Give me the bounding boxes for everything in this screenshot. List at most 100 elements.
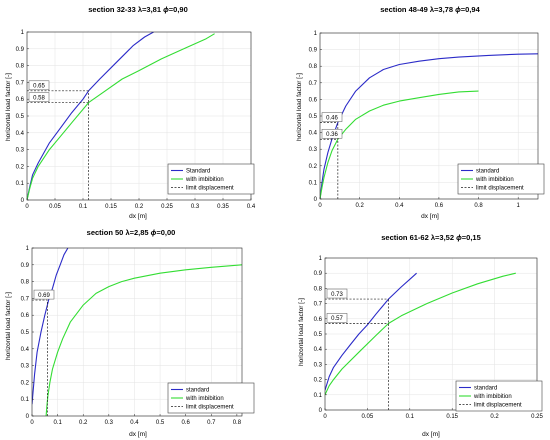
legend-entry: limit displacement <box>186 405 234 411</box>
legend-entry: with imbibition <box>475 177 514 183</box>
value-annotation-box <box>326 313 348 323</box>
x-tick-label: 0 <box>25 204 29 210</box>
x-tick-label: 0.8 <box>233 420 242 426</box>
x-tick-label: 0.2 <box>79 420 88 426</box>
y-tick-label: 0.3 <box>309 147 318 153</box>
legend-entry: standard <box>186 388 209 394</box>
legend-entry: limit displacement <box>186 186 234 192</box>
value-annotation: 0.46 <box>326 115 338 121</box>
y-tick-label: 0.4 <box>314 347 323 353</box>
plot-area: 0.46 0.36 0 0.2 0.4 0.6 0.8 1 0 0.1 0.2 0.3 0.4 0.5 0.… <box>309 31 539 209</box>
x-tick-label: 0.2 <box>135 204 144 210</box>
x-tick-label: 0.35 <box>217 204 229 210</box>
x-tick-label: 0.5 <box>156 420 165 426</box>
x-tick-label: 0.2 <box>355 203 364 209</box>
panel-title: section 61-62 λ=3,52 ϕ=0,15 <box>381 233 481 242</box>
legend: standard with imbibition limit displacem… <box>457 163 545 195</box>
legend: standard with imbibition limit displacem… <box>455 380 543 412</box>
plot-area: 0.65 0.58 0 0.05 0.1 0.15 0.2 0.25 0.3 0.35 0.4 0 0.… <box>16 30 256 210</box>
y-tick-label: 0.2 <box>21 380 30 386</box>
series-group <box>320 53 538 199</box>
y-tick-label: 0.9 <box>309 48 318 54</box>
y-tick-label: 1 <box>21 30 25 36</box>
value-annotation-box <box>28 92 50 102</box>
x-tick-label: 0 <box>30 420 34 426</box>
y-tick-label: 0.5 <box>309 114 318 120</box>
y-axis-label: horizontal load factor [-] <box>298 298 305 366</box>
panel-section-61-62: section 61-62 λ=3,52 ϕ=0,15 dx [m] horiz… <box>298 233 543 438</box>
x-tick-label: 0.4 <box>395 203 404 209</box>
y-tick-label: 0.8 <box>309 64 318 70</box>
x-axis-label: dx [m] <box>422 431 440 438</box>
legend: standard with imbibition limit displacem… <box>167 382 255 414</box>
y-tick-label: 0.3 <box>21 364 30 370</box>
value-annotation: 0.57 <box>331 316 343 322</box>
y-tick-label: 0.2 <box>16 164 25 170</box>
value-annotation-box <box>326 288 348 299</box>
x-tick-label: 0.25 <box>531 414 543 420</box>
y-tick-label: 0.1 <box>16 181 25 187</box>
y-tick-label: 0.9 <box>314 271 323 277</box>
legend-entry: with imbibition <box>473 394 512 400</box>
x-tick-label: 0.05 <box>362 414 374 420</box>
y-tick-label: 0.5 <box>21 330 30 336</box>
value-annotation-box <box>28 80 50 91</box>
x-tick-label: 0.3 <box>191 204 200 210</box>
y-tick-label: 0.6 <box>21 313 30 319</box>
panel-title: section 32-33 λ=3,81 ϕ=0,90 <box>88 5 188 14</box>
x-tick-label: 0 <box>318 203 322 209</box>
y-axis-label: horizontal load factor [-] <box>5 73 12 141</box>
x-tick-label: 0.1 <box>53 420 62 426</box>
y-tick-label: 0.7 <box>21 296 30 302</box>
series-line-standard <box>27 32 154 200</box>
x-tick-label: 0.15 <box>105 204 117 210</box>
y-tick-label: 0.1 <box>309 180 318 186</box>
x-tick-label: 0.1 <box>79 204 88 210</box>
y-tick-label: 0.5 <box>16 114 25 120</box>
y-axis-label: horizontal load factor [-] <box>5 292 12 360</box>
panel-title: section 48-49 λ=3,78 ϕ=0,94 <box>380 5 480 14</box>
x-tick-label: 0.25 <box>161 204 173 210</box>
legend-entry: Standard <box>186 169 210 175</box>
y-tick-label: 0.7 <box>16 80 25 86</box>
y-tick-label: 0.8 <box>16 64 25 70</box>
x-tick-label: 0.6 <box>181 420 190 426</box>
y-tick-label: 0.9 <box>21 263 30 269</box>
y-tick-label: 0 <box>319 408 323 414</box>
panel-title: section 50 λ=2,85 ϕ=0,00 <box>87 228 176 237</box>
y-tick-label: 0.6 <box>314 317 323 323</box>
panel-section-50: section 50 λ=2,85 ϕ=0,00 dx [m] horizont… <box>5 228 255 438</box>
series-line-standard <box>325 272 417 391</box>
value-annotation: 0.58 <box>33 95 45 101</box>
y-tick-label: 1 <box>314 31 318 37</box>
value-annotation-box <box>321 128 343 139</box>
y-tick-label: 0.7 <box>309 81 318 87</box>
y-tick-label: 0.2 <box>314 378 323 384</box>
y-tick-label: 0.4 <box>21 347 30 353</box>
y-tick-label: 1 <box>319 256 323 262</box>
value-annotation: 0.69 <box>38 293 50 299</box>
x-axis-label: dx [m] <box>129 213 147 220</box>
series-line-with-imbibition <box>45 264 242 416</box>
x-tick-label: 0.1 <box>406 414 415 420</box>
y-tick-label: 0.8 <box>21 280 30 286</box>
y-tick-label: 1 <box>26 246 30 252</box>
y-tick-label: 0.4 <box>309 131 318 137</box>
panel-section-32-33: section 32-33 λ=3,81 ϕ=0,90 dx [m] horiz… <box>5 5 256 220</box>
series-group <box>27 32 215 200</box>
x-axis-label: dx [m] <box>421 213 439 220</box>
y-tick-label: 0.6 <box>16 97 25 103</box>
x-tick-label: 1 <box>517 203 521 209</box>
x-axis-label: dx [m] <box>129 431 147 438</box>
y-tick-label: 0 <box>26 414 30 420</box>
x-tick-label: 0.4 <box>247 204 256 210</box>
panel-section-48-49: section 48-49 λ=3,78 ϕ=0,94 dx [m] horiz… <box>296 5 545 220</box>
legend-entry: with imbibition <box>185 396 224 402</box>
legend: Standard with imbibition limit displacem… <box>167 163 255 195</box>
value-annotation: 0.36 <box>326 132 338 138</box>
y-tick-label: 0.1 <box>314 393 323 399</box>
x-tick-label: 0.15 <box>446 414 458 420</box>
y-tick-label: 0.8 <box>314 286 323 292</box>
value-annotation-box <box>33 289 55 300</box>
